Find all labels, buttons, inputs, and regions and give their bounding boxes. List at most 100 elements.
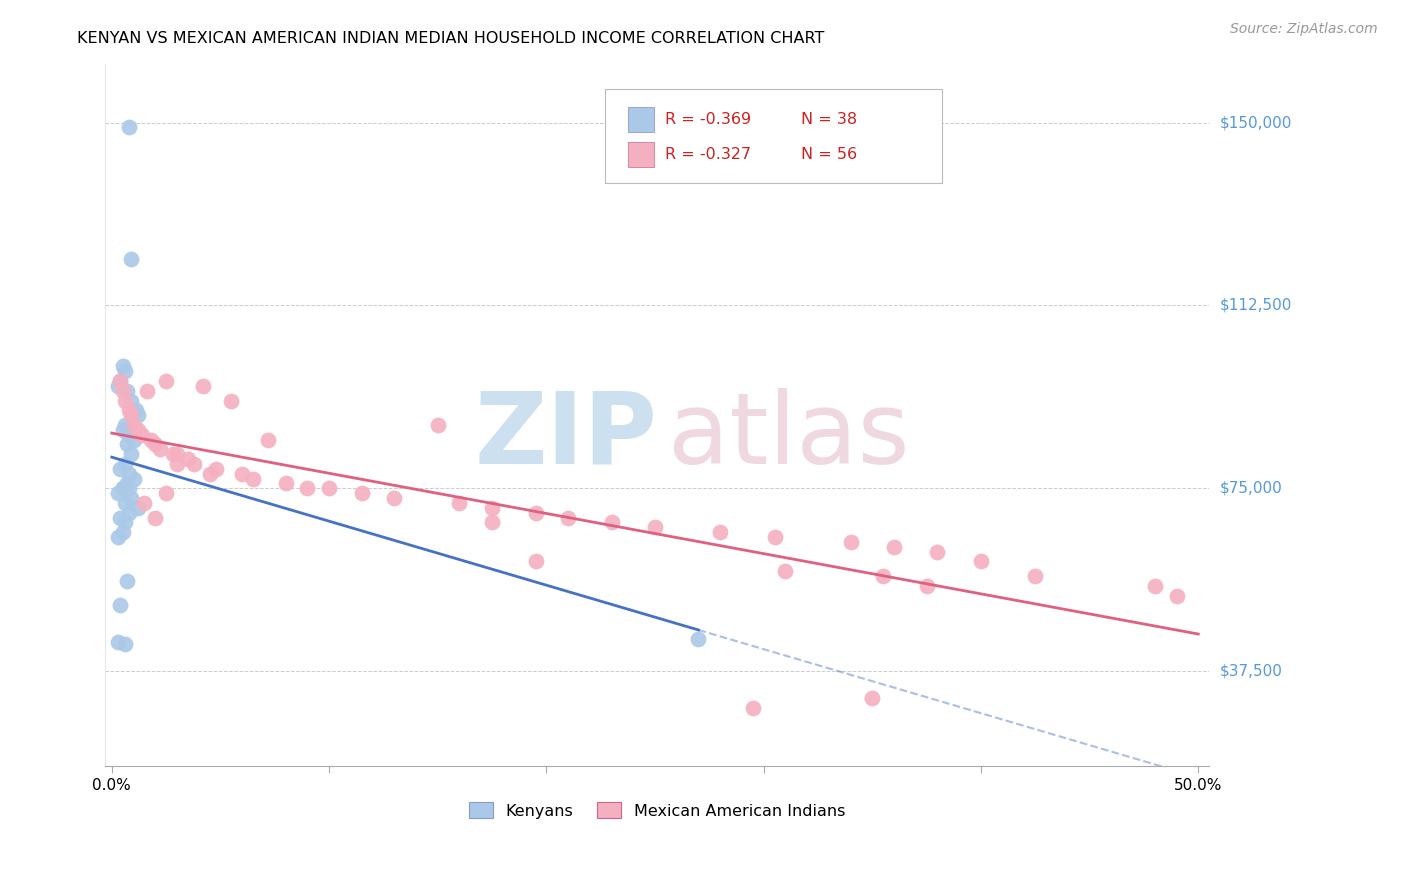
Point — [183, 457, 205, 471]
Point — [110, 374, 132, 388]
Point — [481, 500, 503, 515]
Point — [350, 486, 373, 500]
Point — [775, 564, 797, 578]
Point — [297, 481, 319, 495]
Point — [709, 525, 731, 540]
Text: KENYAN VS MEXICAN AMERICAN INDIAN MEDIAN HOUSEHOLD INCOME CORRELATION CHART: KENYAN VS MEXICAN AMERICAN INDIAN MEDIAN… — [77, 31, 825, 46]
Text: atlas: atlas — [668, 388, 910, 484]
Point — [114, 364, 136, 378]
Point — [118, 427, 141, 442]
Point — [127, 423, 149, 437]
Point — [139, 433, 162, 447]
Point — [191, 379, 214, 393]
Point — [107, 486, 129, 500]
Point — [115, 384, 138, 398]
Point — [205, 462, 228, 476]
Point — [221, 393, 243, 408]
Point — [120, 447, 142, 461]
Point — [107, 379, 129, 393]
Text: $112,500: $112,500 — [1220, 298, 1292, 313]
Point — [162, 447, 184, 461]
Point — [114, 417, 136, 432]
Point — [970, 554, 993, 568]
Point — [107, 530, 129, 544]
Point — [860, 690, 883, 705]
Point — [114, 496, 136, 510]
Text: Source: ZipAtlas.com: Source: ZipAtlas.com — [1230, 22, 1378, 37]
Point — [155, 486, 177, 500]
Point — [122, 417, 145, 432]
Point — [839, 535, 862, 549]
Point — [107, 635, 129, 649]
Point — [114, 637, 136, 651]
Point — [143, 437, 166, 451]
Point — [177, 452, 200, 467]
Point — [257, 433, 280, 447]
Point — [1143, 579, 1166, 593]
Point — [115, 574, 138, 588]
Point — [600, 516, 623, 530]
Point — [741, 700, 763, 714]
Point — [274, 476, 297, 491]
Point — [127, 500, 149, 515]
Point — [111, 525, 134, 540]
Point — [111, 481, 134, 495]
Point — [120, 408, 142, 422]
Point — [1024, 569, 1046, 583]
Point — [120, 393, 142, 408]
Point — [118, 467, 141, 481]
Point — [524, 506, 547, 520]
Point — [111, 384, 134, 398]
Point — [166, 447, 188, 461]
Point — [763, 530, 786, 544]
Point — [198, 467, 221, 481]
Point — [155, 374, 177, 388]
Text: N = 38: N = 38 — [801, 112, 858, 127]
Point — [149, 442, 172, 457]
Point — [115, 476, 138, 491]
Point — [115, 437, 138, 451]
Point — [114, 516, 136, 530]
Point — [143, 510, 166, 524]
Point — [110, 462, 132, 476]
Point — [915, 579, 938, 593]
Point — [118, 481, 141, 495]
Point — [125, 403, 148, 417]
Text: $150,000: $150,000 — [1220, 115, 1292, 130]
Point — [110, 599, 132, 613]
Text: ZIP: ZIP — [474, 388, 657, 484]
Point — [426, 417, 449, 432]
Point — [872, 569, 894, 583]
Point — [231, 467, 253, 481]
Point — [110, 374, 132, 388]
Point — [135, 384, 157, 398]
Point — [688, 632, 710, 647]
Point — [166, 457, 188, 471]
Point — [131, 427, 153, 442]
Point — [122, 471, 145, 485]
Text: $75,000: $75,000 — [1220, 481, 1282, 496]
Point — [111, 359, 134, 374]
Point — [120, 252, 142, 266]
Point — [449, 496, 471, 510]
Point — [134, 496, 156, 510]
Text: N = 56: N = 56 — [801, 147, 858, 162]
Text: R = -0.327: R = -0.327 — [665, 147, 751, 162]
Point — [481, 516, 503, 530]
Point — [382, 491, 405, 505]
Point — [111, 423, 134, 437]
Point — [927, 544, 949, 558]
Text: $37,500: $37,500 — [1220, 664, 1284, 679]
Point — [524, 554, 547, 568]
Point — [644, 520, 666, 534]
Point — [118, 506, 141, 520]
Point — [127, 408, 149, 422]
Text: R = -0.369: R = -0.369 — [665, 112, 751, 127]
Point — [242, 471, 264, 485]
Point — [122, 433, 145, 447]
Point — [120, 491, 142, 505]
Point — [111, 481, 134, 495]
Point — [118, 403, 141, 417]
Point — [114, 393, 136, 408]
Point — [118, 120, 141, 135]
